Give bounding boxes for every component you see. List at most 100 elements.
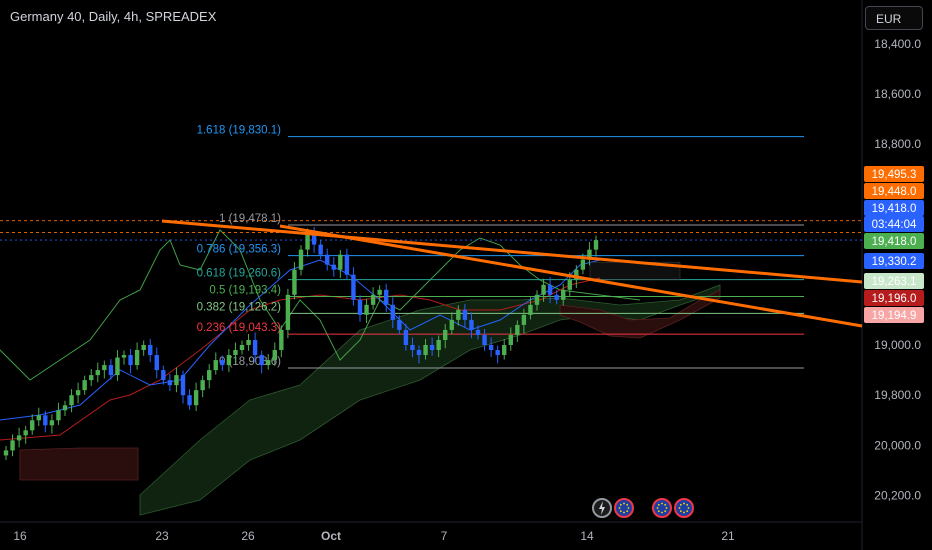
candle-body	[456, 309, 461, 320]
candle	[449, 312, 454, 335]
candle	[410, 337, 415, 358]
eu-flag-icon[interactable]	[674, 498, 694, 518]
candle-body	[587, 249, 592, 260]
candle-body	[233, 350, 238, 356]
candle	[318, 240, 323, 260]
candle	[36, 407, 41, 427]
candle	[141, 340, 146, 356]
trendline-upper	[161, 219, 863, 284]
candle	[325, 248, 330, 271]
candle-body	[285, 294, 291, 330]
candle-body	[534, 294, 540, 305]
y-tick-label: 18,400.0	[874, 37, 921, 51]
event-icons[interactable]	[592, 498, 694, 518]
candle	[403, 323, 409, 351]
star-dot	[687, 507, 690, 509]
candle-body	[75, 390, 81, 396]
candle-body	[547, 284, 553, 295]
candle-body	[554, 294, 559, 300]
star-dot	[623, 502, 625, 505]
currency-button[interactable]: EUR	[865, 6, 923, 30]
candle	[220, 355, 225, 371]
candle	[475, 325, 481, 340]
candle-body	[226, 355, 232, 366]
candle	[82, 375, 87, 395]
candle	[102, 360, 107, 379]
price-tag-label: 19,418.0	[872, 236, 917, 248]
candle-body	[30, 420, 35, 431]
candle-body	[82, 380, 87, 391]
fib-label: 0.618 (19,260.6)	[197, 268, 282, 280]
candle-body	[95, 370, 100, 376]
candle	[541, 278, 546, 302]
star-dot	[626, 503, 629, 506]
fib-label: 1 (19,478.1)	[219, 213, 281, 225]
candle	[528, 297, 533, 320]
x-tick-label: 23	[155, 529, 169, 543]
star-dot	[683, 511, 685, 514]
candle	[213, 352, 218, 375]
candle	[416, 345, 422, 364]
candle-body	[397, 319, 402, 330]
star-dot	[618, 507, 621, 509]
candle	[462, 303, 468, 327]
candle	[357, 295, 363, 322]
candle	[207, 364, 212, 389]
star-dot	[679, 503, 682, 506]
fib-label: 0.5 (19,193.4)	[209, 284, 281, 296]
cloud-bearish-right	[559, 289, 721, 339]
candle	[239, 340, 245, 355]
star-dot	[665, 507, 668, 509]
candle-body	[89, 375, 94, 381]
candle-body	[488, 345, 494, 351]
star-dot	[686, 503, 689, 506]
candle-body	[193, 390, 199, 406]
candle-body	[298, 249, 304, 270]
candle-body	[410, 345, 415, 351]
y-tick-label: 19,000.0	[874, 338, 921, 352]
candle-body	[180, 375, 186, 396]
eu-flag-icon[interactable]	[614, 498, 634, 518]
star-dot	[679, 510, 682, 513]
candle	[30, 414, 35, 435]
candle-body	[429, 345, 435, 351]
candle-body	[390, 304, 395, 320]
candle	[121, 350, 127, 365]
flash-icon[interactable]	[592, 498, 612, 518]
candle	[43, 410, 48, 433]
candle	[200, 375, 205, 398]
star-dot	[664, 510, 667, 513]
candle	[23, 425, 28, 444]
candle	[298, 245, 304, 276]
candle-body	[344, 254, 350, 275]
candle	[95, 362, 100, 383]
price-tag-label: 19,448.0	[872, 186, 917, 198]
candle-body	[266, 360, 271, 366]
candle-body	[416, 350, 422, 356]
candle	[429, 337, 435, 356]
candle	[495, 345, 500, 364]
candle-body	[574, 269, 579, 280]
price-tag-label: 19,194.9	[872, 310, 917, 322]
price-tag: 19,495.3	[864, 166, 924, 182]
chikou-span-line	[0, 229, 641, 381]
fib-label: 0.236 (19,043.3)	[197, 322, 282, 334]
candle-body	[338, 254, 343, 270]
candle-body	[561, 289, 566, 300]
fib-label: 1.618 (19,830.1)	[197, 125, 282, 137]
price-tag-bg	[864, 166, 924, 182]
price-tag: 19,418.0	[864, 233, 924, 249]
candle	[515, 320, 520, 342]
eu-flag-icon[interactable]	[652, 498, 672, 518]
time-axis[interactable]: 16 23 26 Oct 7 14 21	[13, 529, 735, 543]
candle	[226, 349, 232, 373]
price-tag: 19,194.9	[864, 307, 924, 323]
x-tick-label: 16	[13, 529, 27, 543]
candle-body	[252, 339, 258, 356]
candle-body	[384, 289, 389, 305]
trendlines[interactable]	[161, 219, 863, 328]
cloud-bearish-left	[19, 447, 139, 481]
price-axis[interactable]: 20,200.0 20,000.0 19,800.0 19,000.0 18,800.0…	[874, 37, 921, 503]
candle	[56, 402, 61, 425]
